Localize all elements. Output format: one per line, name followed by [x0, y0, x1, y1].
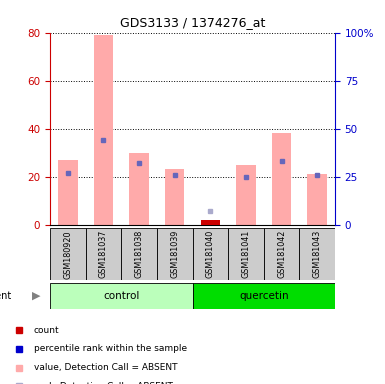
Text: GSM181041: GSM181041 [241, 230, 250, 278]
Bar [94, 35, 113, 225]
Bar [121, 228, 157, 280]
Text: GSM181043: GSM181043 [313, 230, 321, 278]
Bar [157, 228, 192, 280]
Bar [307, 174, 327, 225]
Bar [85, 228, 121, 280]
Text: agent: agent [0, 291, 12, 301]
Bar [272, 134, 291, 225]
Text: percentile rank within the sample: percentile rank within the sample [33, 344, 187, 354]
Text: GSM181037: GSM181037 [99, 230, 108, 278]
Bar [300, 228, 335, 280]
Bar [165, 169, 184, 225]
Bar [129, 153, 149, 225]
Text: rank, Detection Call = ABSENT: rank, Detection Call = ABSENT [33, 382, 172, 384]
Text: count: count [33, 326, 59, 335]
Bar [50, 228, 85, 280]
Bar [201, 220, 220, 225]
Text: GSM181038: GSM181038 [135, 230, 144, 278]
Title: GDS3133 / 1374276_at: GDS3133 / 1374276_at [120, 16, 265, 29]
Bar [236, 165, 256, 225]
Bar [50, 283, 192, 309]
Text: GSM181040: GSM181040 [206, 230, 215, 278]
Bar [201, 220, 220, 225]
Text: value, Detection Call = ABSENT: value, Detection Call = ABSENT [33, 363, 177, 372]
Bar [192, 228, 228, 280]
Text: GSM181039: GSM181039 [170, 230, 179, 278]
Text: GSM180920: GSM180920 [64, 230, 72, 278]
Bar [192, 283, 335, 309]
Bar [58, 160, 78, 225]
Text: GSM181042: GSM181042 [277, 230, 286, 278]
Bar [264, 228, 300, 280]
Text: control: control [103, 291, 139, 301]
Text: ▶: ▶ [32, 291, 41, 301]
Bar [228, 228, 264, 280]
Text: quercetin: quercetin [239, 291, 288, 301]
